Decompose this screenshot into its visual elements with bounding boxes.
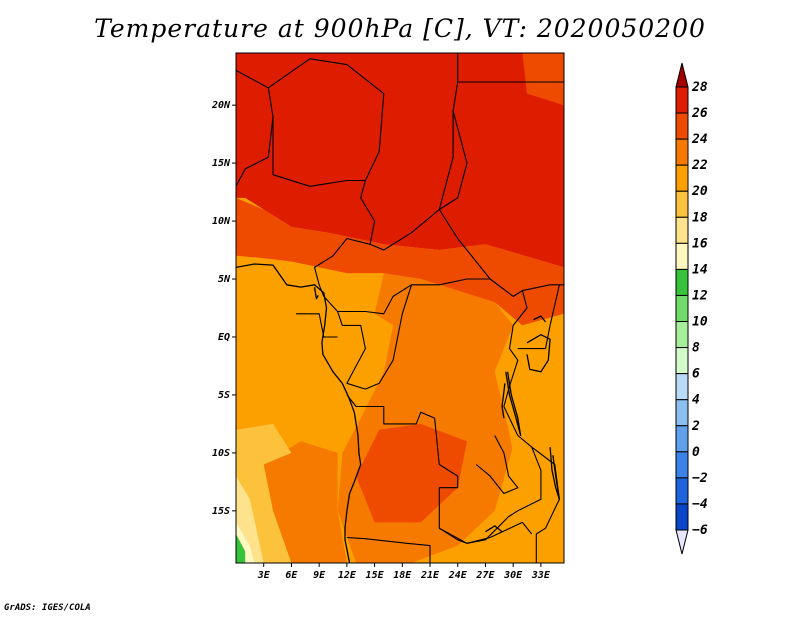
colorbar-box <box>675 347 689 375</box>
country-border <box>475 435 519 495</box>
colorbar-label: 8 <box>692 341 700 356</box>
lon-tick-label: 21E <box>420 570 440 581</box>
lon-tick-label: 33E <box>531 570 551 581</box>
lat-tick-label: 5N <box>218 274 231 285</box>
lon-tick-label: 3E <box>257 570 271 581</box>
country-border <box>439 110 468 210</box>
country-border <box>236 69 274 187</box>
colorbar-label: 16 <box>692 236 708 251</box>
coastline <box>526 334 551 373</box>
country-border <box>337 284 413 390</box>
colorbar-label: 20 <box>691 184 708 199</box>
lon-tick-label: 6E <box>285 570 298 581</box>
coastlines-and-lakes <box>236 263 561 563</box>
lon-tick-label: 27E <box>475 570 495 581</box>
colorbar-label: 26 <box>691 106 708 121</box>
colorbar-label: 6 <box>692 367 700 382</box>
lat-tick-label: EQ <box>218 332 230 343</box>
coastline <box>236 263 362 563</box>
colorbar-label: 0 <box>692 445 700 460</box>
colorbar-box <box>675 86 689 114</box>
lon-tick-label: 9E <box>313 570 326 581</box>
coastline <box>505 371 522 437</box>
temperature-region <box>236 197 564 326</box>
temperature-region <box>494 313 564 563</box>
colorbar-bottom-arrow <box>675 529 689 555</box>
colorbar-label: −6 <box>692 523 708 538</box>
temperature-region <box>263 441 347 563</box>
lat-tick-label: 15S <box>212 506 230 517</box>
colorbar-box <box>675 242 689 270</box>
colorbar-box <box>675 503 689 531</box>
lat-tick-label: 15N <box>212 158 231 169</box>
colorbar-label: −4 <box>692 497 708 512</box>
temperature-region <box>522 53 564 106</box>
colorbar-top-arrow <box>675 62 689 88</box>
colorbar-box <box>675 164 689 192</box>
temperature-region <box>236 534 246 563</box>
colorbar-label: 14 <box>692 262 708 277</box>
colorbar-box <box>675 477 689 505</box>
lon-tick-label: 15E <box>366 570 385 581</box>
temperature-field <box>236 53 564 563</box>
colorbar-box <box>675 425 689 453</box>
colorbar-box <box>675 399 689 427</box>
lon-tick-label: 18E <box>393 570 412 581</box>
latitude-axis: 20N 15N 10N 5N EQ 5S 10S 15S <box>211 100 236 517</box>
country-border <box>313 237 491 315</box>
colorbar-label: 24 <box>691 132 708 147</box>
country-border <box>438 209 564 297</box>
colorbar-box <box>675 190 689 218</box>
coastline <box>501 383 506 419</box>
lat-tick-label: 10S <box>212 448 230 459</box>
colorbar-label: 10 <box>692 315 708 330</box>
country-border <box>346 394 468 544</box>
country-border <box>272 116 366 187</box>
colorbar-label: 22 <box>691 158 708 173</box>
colorbar-label: 12 <box>692 288 708 303</box>
coastline <box>549 447 561 500</box>
country-borders <box>236 53 564 563</box>
temperature-region <box>236 53 564 268</box>
lon-tick-label: 12E <box>338 570 357 581</box>
colorbar-box <box>675 321 689 349</box>
country-border <box>296 313 338 338</box>
colorbar-box <box>675 268 689 296</box>
colorbar-box <box>675 294 689 323</box>
coastline <box>485 525 503 533</box>
lat-tick-label: 5S <box>218 390 230 401</box>
lon-tick-label: 24E <box>448 570 468 581</box>
lat-tick-label: 10N <box>212 216 231 227</box>
lon-tick-label: 30E <box>503 570 523 581</box>
map-frame <box>235 52 565 564</box>
colorbar-label: 4 <box>692 393 700 408</box>
colorbar-box <box>675 112 689 140</box>
country-border <box>517 284 560 350</box>
colorbar-label: 28 <box>691 80 708 95</box>
colorbar-box <box>675 138 689 166</box>
coastline <box>533 315 547 323</box>
colorbar-label: 18 <box>692 210 708 225</box>
country-border <box>346 536 431 563</box>
colorbar-box <box>675 451 689 479</box>
coastline <box>313 286 319 300</box>
colorbar-box <box>675 216 689 244</box>
longitude-axis: 3E 6E 9E 12E 15E 18E 21E 24E 27E 30E 33E <box>257 563 551 581</box>
country-border <box>466 521 533 544</box>
colorbar-label: 2 <box>691 419 700 434</box>
colorbar-label: −2 <box>692 471 708 486</box>
map-title: Temperature at 900hPa [C], VT: 202005020… <box>94 14 706 43</box>
country-border <box>267 53 459 251</box>
colorbar-box <box>675 373 689 401</box>
lat-tick-label: 20N <box>211 100 231 111</box>
grads-credit: GrADS: IGES/COLA <box>4 603 91 613</box>
